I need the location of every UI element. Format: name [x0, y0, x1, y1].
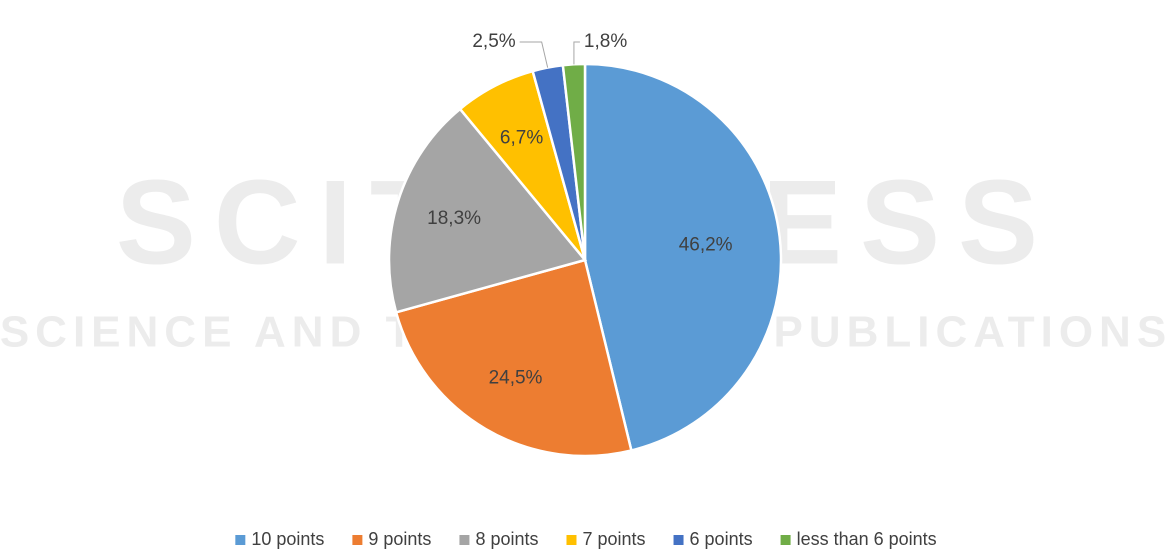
legend-label: less than 6 points: [797, 529, 937, 549]
pie-slice: [394, 258, 633, 458]
legend-label: 6 points: [690, 529, 753, 549]
legend-label: 10 points: [251, 529, 324, 549]
data-label: 24,5%: [489, 367, 543, 388]
legend-marker: [673, 535, 684, 545]
pie-slice: [561, 62, 587, 261]
legend-marker: [235, 535, 246, 545]
legend-label: 8 points: [475, 529, 538, 549]
legend-marker: [459, 535, 470, 545]
data-label: 6,7%: [500, 127, 543, 148]
data-label: 1,8%: [584, 31, 627, 52]
legend-marker: [780, 535, 791, 545]
data-label: 2,5%: [472, 31, 515, 52]
leader-line: [573, 41, 580, 65]
data-label: 46,2%: [679, 235, 733, 256]
pie-slice: [583, 62, 783, 452]
data-label: 18,3%: [427, 208, 481, 229]
legend-label: 7 points: [582, 529, 645, 549]
leader-line: [519, 41, 549, 68]
pie-slice: [387, 107, 588, 314]
legend-label: 9 points: [368, 529, 431, 549]
legend-marker: [566, 535, 577, 545]
legend-marker: [352, 535, 363, 545]
